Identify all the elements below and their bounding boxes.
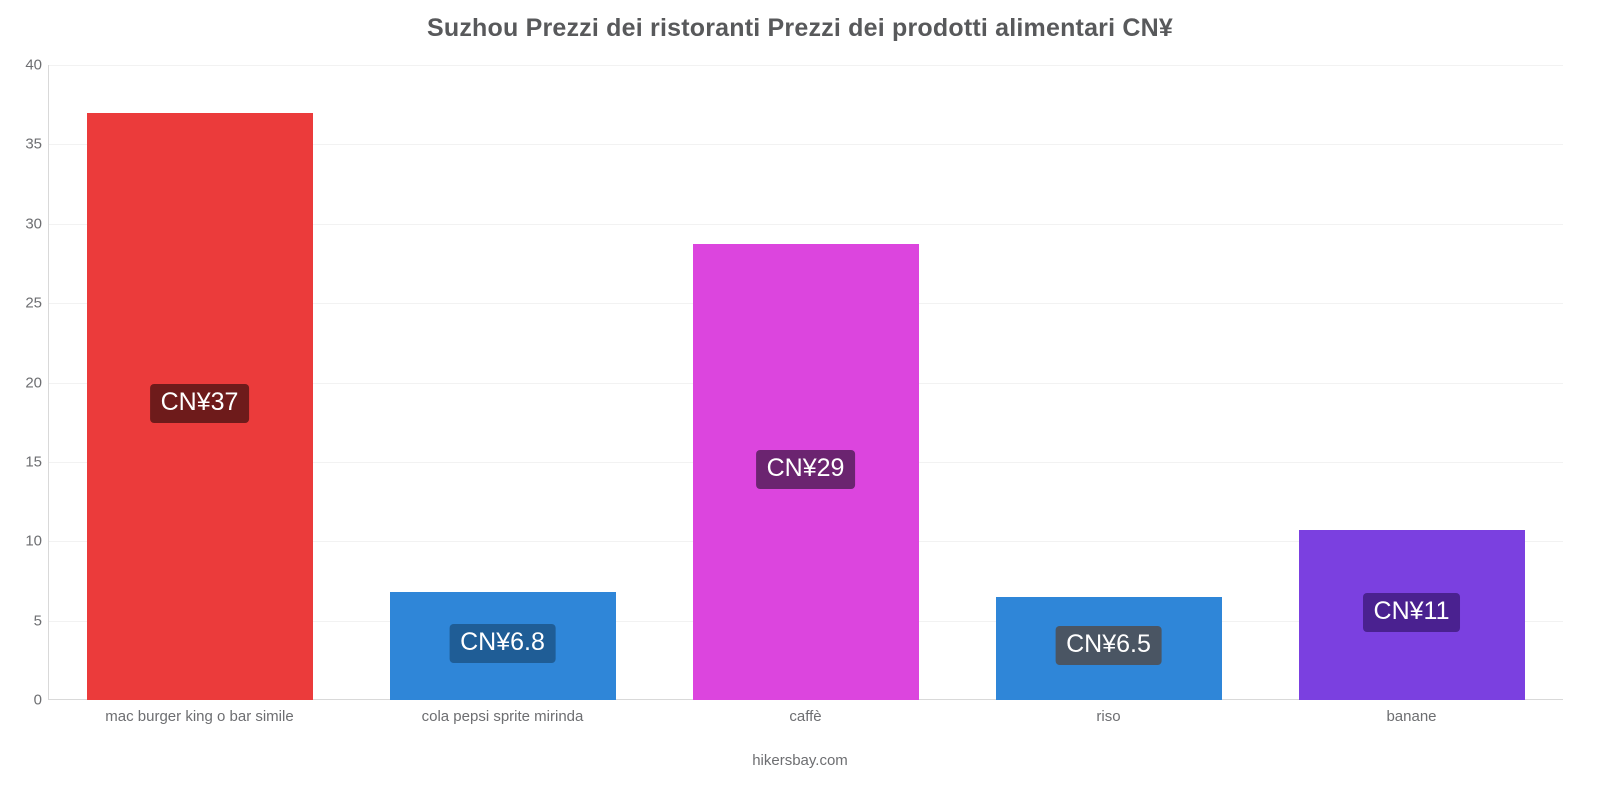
bar-value-label: CN¥6.8	[449, 624, 556, 664]
bar[interactable]: CN¥29	[692, 244, 919, 700]
y-axis-line	[48, 65, 49, 700]
y-tick-label: 20	[25, 374, 42, 391]
y-tick-label: 15	[25, 453, 42, 471]
bar-value-label: CN¥6.5	[1055, 626, 1162, 666]
y-tick-label: 5	[33, 612, 42, 630]
footer-source: hikersbay.com	[752, 752, 848, 769]
gridline	[48, 65, 1563, 66]
chart-title: Suzhou Prezzi dei ristoranti Prezzi dei …	[426, 14, 1174, 42]
bar-series: CN¥37 CN¥6.8 CN¥29 CN¥6.5 CN¥11	[48, 65, 1563, 700]
bar[interactable]: CN¥11	[1298, 530, 1525, 700]
x-axis-labels: mac burger king o bar simile cola pepsi s…	[48, 708, 1563, 738]
y-tick-label: 0	[33, 691, 42, 709]
x-tick-label: banane	[1386, 708, 1437, 725]
bar-value-label: CN¥11	[1362, 593, 1461, 633]
y-tick-label: 30	[25, 215, 42, 233]
x-tick-label: mac burger king o bar simile	[105, 708, 294, 725]
bar[interactable]: CN¥6.8	[389, 592, 616, 700]
x-tick-label: caffè	[789, 708, 822, 725]
gridline	[48, 223, 1563, 225]
y-tick-label: 10	[25, 532, 42, 550]
y-tick-label: 25	[25, 294, 42, 312]
x-tick-label: cola pepsi sprite mirinda	[421, 708, 584, 725]
y-axis-ticks: 0 5 10 15 20 25 30 35 40	[0, 57, 1600, 709]
bar-value-label: CN¥37	[149, 384, 250, 424]
x-tick-label: riso	[1096, 708, 1121, 725]
gridline	[48, 144, 1563, 146]
bar-value-label: CN¥29	[755, 450, 856, 490]
bar[interactable]: CN¥37	[86, 112, 313, 700]
y-tick-label: 40	[25, 56, 42, 74]
bar[interactable]: CN¥6.5	[995, 596, 1222, 700]
y-tick-label: 35	[25, 135, 42, 153]
